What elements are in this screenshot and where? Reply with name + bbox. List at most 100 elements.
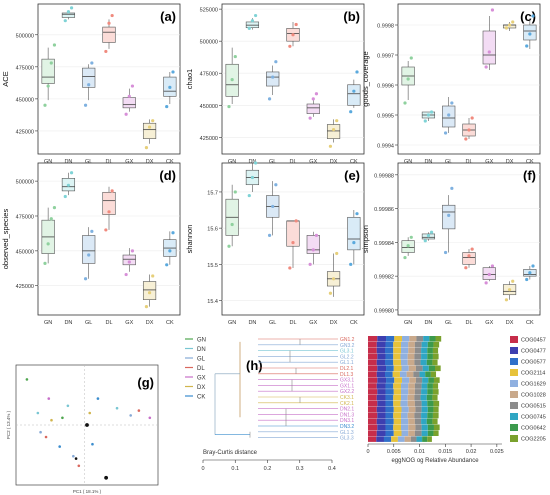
bar-segment <box>376 371 386 377</box>
legend-label: DL <box>197 366 205 372</box>
data-point <box>247 193 251 198</box>
bar-segment <box>407 412 415 419</box>
data-point <box>314 92 319 96</box>
data-point <box>267 233 272 237</box>
data-point <box>253 161 258 165</box>
bar-segment <box>401 430 409 436</box>
cog-legend-label: COG0642 <box>521 426 546 432</box>
data-point <box>525 44 529 48</box>
bar-segment <box>393 353 401 360</box>
x-tick-label: DX <box>330 159 338 165</box>
data-point <box>426 234 431 238</box>
cog-legend-swatch <box>510 358 518 365</box>
bar-segment <box>400 341 409 348</box>
data-point <box>110 13 114 18</box>
data-point <box>90 61 94 65</box>
box-GX <box>122 97 136 109</box>
bar-segment <box>427 353 433 360</box>
box-DL <box>462 252 476 265</box>
data-point <box>403 101 407 105</box>
bar-segment <box>383 436 392 442</box>
bar-segment <box>426 359 433 366</box>
pca-point <box>115 406 119 410</box>
bar-segment <box>414 418 422 425</box>
data-point <box>311 248 315 252</box>
x-tick-label: DN <box>248 159 256 165</box>
data-point <box>107 21 111 25</box>
data-point <box>429 230 434 234</box>
pca-point <box>72 454 75 458</box>
box-DX <box>326 124 341 139</box>
data-point <box>124 112 128 116</box>
bar-segment <box>407 359 415 366</box>
y-tick-label: 0.9998 <box>377 24 394 30</box>
bar-segment <box>385 424 394 431</box>
x-tick-label: CK <box>166 159 174 165</box>
bar-segment <box>393 400 401 407</box>
pca-point <box>104 475 109 480</box>
cog-legend-label: COG0745 <box>521 415 546 421</box>
x-tick-label: GX <box>125 320 133 326</box>
data-point <box>104 228 108 232</box>
y-tick-label: 15.7 <box>207 190 218 196</box>
bar-segment <box>401 365 409 372</box>
data-point <box>528 271 532 275</box>
data-point <box>308 116 312 120</box>
cog-legend-swatch <box>510 424 518 431</box>
bar-segment <box>433 424 440 431</box>
panel-letter: (h) <box>246 358 263 373</box>
bar-segment <box>408 389 415 395</box>
x-tick-label: CK <box>526 159 534 165</box>
y-tick-label: 0.99986 <box>374 207 394 213</box>
data-point <box>271 204 275 209</box>
data-point <box>46 242 50 246</box>
sample-label: GL1.1 <box>340 360 354 366</box>
data-point <box>314 233 319 237</box>
bar-segment <box>391 436 398 442</box>
bar-segment <box>415 424 422 431</box>
cog-legend-label: COG0457 <box>521 338 546 344</box>
bar-segment <box>377 365 387 372</box>
bar-segment <box>385 341 394 348</box>
bar-segment <box>432 389 439 395</box>
bar-segment <box>413 371 420 377</box>
bar-segment <box>414 347 422 354</box>
bar-segment <box>368 389 378 395</box>
x-tick-label: 0.1 <box>231 466 239 472</box>
bar-segment <box>376 436 384 442</box>
bar-segment <box>393 395 401 401</box>
data-point <box>487 50 491 54</box>
bar-segment <box>427 436 432 442</box>
sample-label: GL1.3 <box>340 430 354 436</box>
data-point <box>349 262 353 266</box>
bar-segment <box>432 395 438 401</box>
bar-segment <box>414 400 422 407</box>
sample-label: GX1.1 <box>340 383 354 389</box>
legend-label: CK <box>197 395 205 401</box>
y-tick-label: 0.99988 <box>374 173 394 179</box>
bar-segment <box>421 412 428 419</box>
data-point <box>429 110 434 114</box>
box-GL <box>82 67 96 88</box>
bar-segment <box>427 412 433 419</box>
x-tick-label: DN <box>64 159 72 165</box>
pca-point <box>50 418 53 422</box>
bar-segment <box>415 365 423 372</box>
box-DX <box>142 122 157 139</box>
box-GX <box>306 235 320 254</box>
boxplot-panel-4: 425000 450000 475000 500000 observed_species… <box>1 162 181 326</box>
data-point <box>144 145 149 150</box>
bar-segment <box>377 353 386 360</box>
data-point <box>308 262 312 266</box>
bar-segment <box>393 383 401 389</box>
x-tick-label: GL <box>269 159 276 165</box>
bar-segment <box>433 341 440 348</box>
data-point <box>470 116 474 120</box>
sample-label: CK3.1 <box>340 395 354 401</box>
data-point <box>484 65 488 69</box>
bar-segment <box>420 359 427 366</box>
x-axis-title: Bray-Curtis distance <box>203 450 258 456</box>
bar-segment <box>433 377 440 383</box>
bar-x-tick-label: 0.025 <box>490 449 504 455</box>
bar-segment <box>400 418 409 425</box>
